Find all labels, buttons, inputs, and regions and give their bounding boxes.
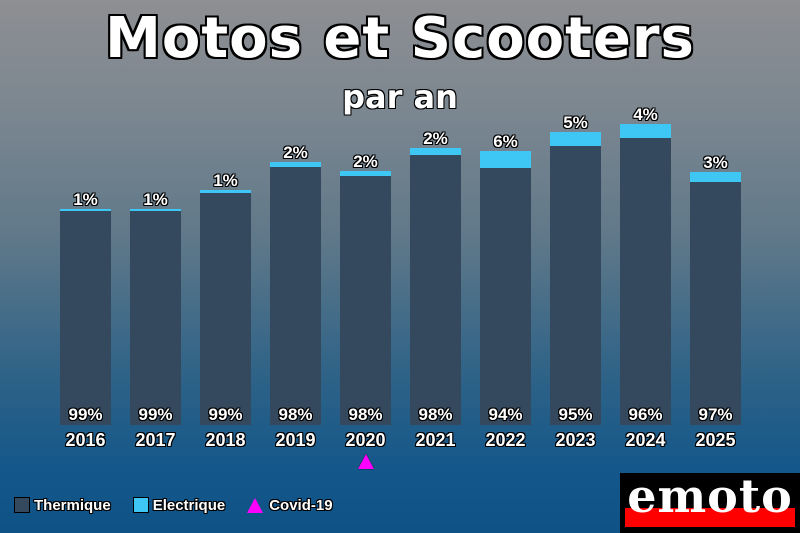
electrique-pct-label: 5% [563, 113, 588, 132]
chart-title: Motos et Scooters [105, 6, 695, 71]
legend-label: Electrique [152, 496, 226, 514]
year-label: 2023 [555, 430, 596, 450]
year-label: 2021 [415, 430, 456, 450]
bar-segment-electrique [690, 172, 741, 182]
electrique-pct-label: 4% [633, 105, 658, 124]
bar-segment-electrique [130, 209, 181, 211]
bar-segment-electrique [480, 151, 531, 168]
logo-red-band [625, 508, 795, 527]
legend-item-electrique: Electrique [132, 496, 226, 514]
bar-segment-electrique [340, 171, 391, 176]
bar-segment-electrique [60, 209, 111, 211]
bar-segment-electrique [410, 148, 461, 155]
bar-segment-thermique [690, 182, 741, 425]
year-label: 2018 [205, 430, 246, 450]
legend-item-thermique: Thermique [14, 497, 111, 514]
thermique-pct-label: 98% [278, 405, 313, 424]
legend-label: Covid-19 [269, 496, 333, 514]
thermique-pct-label: 96% [628, 405, 663, 424]
bar-segment-thermique [340, 176, 391, 425]
thermique-pct-label: 98% [348, 405, 383, 424]
electrique-pct-label: 6% [493, 132, 518, 151]
year-label: 2016 [65, 430, 106, 450]
bar-segment-electrique [200, 190, 251, 193]
bar-segment-thermique [270, 167, 321, 425]
bar-segment-electrique [620, 124, 671, 138]
thermique-pct-label: 97% [698, 405, 733, 424]
year-label: 2025 [695, 430, 736, 450]
covid-triangle-icon [247, 497, 264, 513]
bar-segment-thermique [60, 211, 111, 425]
electrique-pct-label: 3% [703, 153, 728, 172]
electrique-swatch-icon [132, 497, 149, 513]
thermique-pct-label: 95% [558, 405, 593, 424]
electrique-pct-label: 1% [143, 190, 168, 209]
thermique-pct-label: 94% [488, 405, 523, 424]
bar-segment-thermique [480, 168, 531, 425]
bar-segment-electrique [550, 132, 601, 146]
logo-text: emoto [627, 473, 793, 523]
year-label: 2022 [485, 430, 526, 450]
electrique-pct-label: 2% [283, 143, 308, 162]
thermique-pct-label: 99% [208, 405, 243, 424]
thermique-pct-label: 98% [418, 405, 453, 424]
electrique-pct-label: 1% [73, 190, 98, 209]
thermique-pct-label: 99% [68, 405, 103, 424]
bar-segment-thermique [410, 155, 461, 425]
year-label: 2017 [135, 430, 176, 450]
chart-subtitle: par an [342, 78, 458, 116]
year-label: 2020 [345, 430, 386, 450]
electrique-pct-label: 2% [353, 152, 378, 171]
legend-label: Thermique [34, 496, 111, 514]
covid-marker-icon [357, 454, 374, 469]
emoto-logo: emoto [620, 473, 800, 533]
legend: Thermique Electrique Covid-19 [14, 495, 355, 515]
year-label: 2019 [275, 430, 316, 450]
year-label: 2024 [625, 430, 666, 450]
bar-segment-thermique [200, 193, 251, 425]
electrique-pct-label: 2% [423, 129, 448, 148]
thermique-pct-label: 99% [138, 405, 173, 424]
thermique-swatch-icon [14, 497, 30, 513]
electrique-pct-label: 1% [213, 171, 238, 190]
bar-segment-electrique [270, 162, 321, 167]
bar-segment-thermique [130, 211, 181, 425]
bar-segment-thermique [620, 138, 671, 425]
bar-segment-thermique [550, 146, 601, 425]
legend-item-covid: Covid-19 [247, 496, 333, 514]
